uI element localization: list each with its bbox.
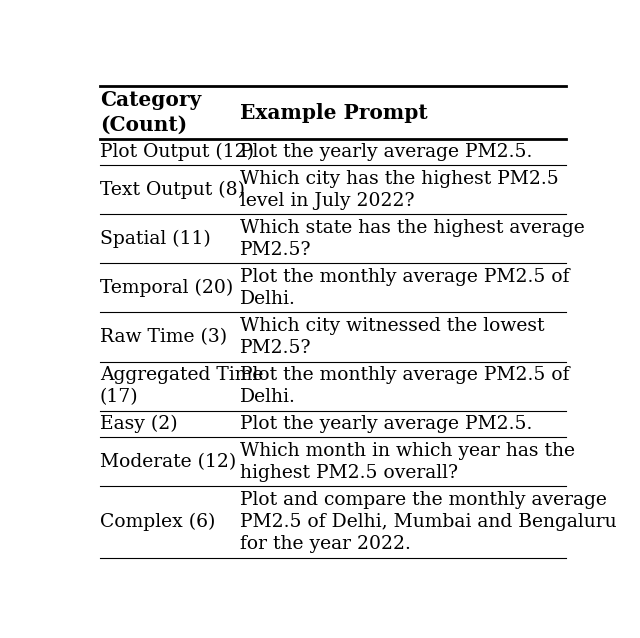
Text: Easy (2): Easy (2) bbox=[100, 415, 177, 433]
Text: Plot the monthly average PM2.5 of
Delhi.: Plot the monthly average PM2.5 of Delhi. bbox=[240, 366, 569, 406]
Text: Example Prompt: Example Prompt bbox=[240, 103, 428, 122]
Text: Complex (6): Complex (6) bbox=[100, 513, 215, 531]
Text: Plot the yearly average PM2.5.: Plot the yearly average PM2.5. bbox=[240, 415, 532, 433]
Text: Which state has the highest average
PM2.5?: Which state has the highest average PM2.… bbox=[240, 219, 584, 259]
Text: Plot the yearly average PM2.5.: Plot the yearly average PM2.5. bbox=[240, 143, 532, 161]
Text: Plot the monthly average PM2.5 of
Delhi.: Plot the monthly average PM2.5 of Delhi. bbox=[240, 268, 569, 308]
Text: Temporal (20): Temporal (20) bbox=[100, 279, 233, 297]
Text: Which month in which year has the
highest PM2.5 overall?: Which month in which year has the highes… bbox=[240, 441, 575, 482]
Text: Spatial (11): Spatial (11) bbox=[100, 230, 211, 248]
Text: Plot and compare the monthly average
PM2.5 of Delhi, Mumbai and Bengaluru
for th: Plot and compare the monthly average PM2… bbox=[240, 491, 616, 553]
Text: Category
(Count): Category (Count) bbox=[100, 90, 201, 135]
Text: Raw Time (3): Raw Time (3) bbox=[100, 328, 227, 346]
Text: Aggregated Time
(17): Aggregated Time (17) bbox=[100, 366, 263, 406]
Text: Which city has the highest PM2.5
level in July 2022?: Which city has the highest PM2.5 level i… bbox=[240, 170, 559, 210]
Text: Which city witnessed the lowest
PM2.5?: Which city witnessed the lowest PM2.5? bbox=[240, 317, 544, 357]
Text: Plot Output (12): Plot Output (12) bbox=[100, 143, 254, 161]
Text: Moderate (12): Moderate (12) bbox=[100, 452, 236, 471]
Text: Text Output (8): Text Output (8) bbox=[100, 181, 245, 199]
